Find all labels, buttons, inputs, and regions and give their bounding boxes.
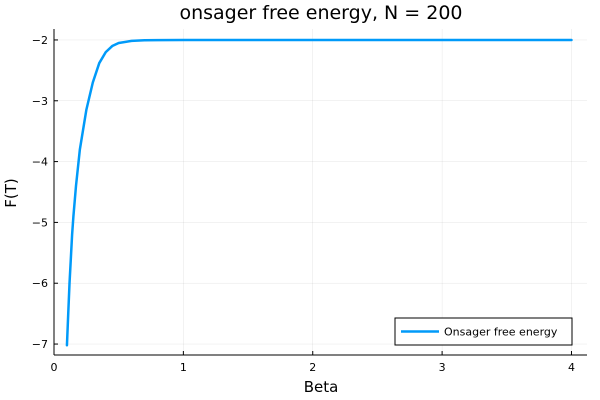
y-ticks: −7 −6 −5 −4 −3 −2 [32, 34, 58, 351]
grid [53, 29, 587, 355]
y-axis-label: F(T) [2, 178, 20, 208]
x-tick-label: 1 [180, 361, 187, 374]
x-axis-label: Beta [304, 378, 339, 396]
x-tick-label: 2 [309, 361, 316, 374]
x-tick-label: 0 [51, 361, 58, 374]
series-layer [65, 38, 573, 347]
y-tick-label: −2 [32, 34, 48, 47]
series-line-1 [65, 38, 573, 347]
y-tick-label: −4 [32, 156, 48, 169]
x-ticks: 0 1 2 3 4 [51, 351, 575, 374]
y-tick-label: −5 [32, 216, 48, 229]
axes [53, 29, 587, 356]
legend-label: Onsager free energy [444, 326, 558, 339]
y-tick-label: −3 [32, 95, 48, 108]
y-tick-label: −6 [32, 277, 48, 290]
chart-title: onsager free energy, N = 200 [179, 2, 462, 24]
legend: Onsager free energy [394, 317, 573, 346]
y-tick-label: −7 [32, 338, 48, 351]
x-tick-label: 3 [439, 361, 446, 374]
x-tick-label: 4 [568, 361, 575, 374]
